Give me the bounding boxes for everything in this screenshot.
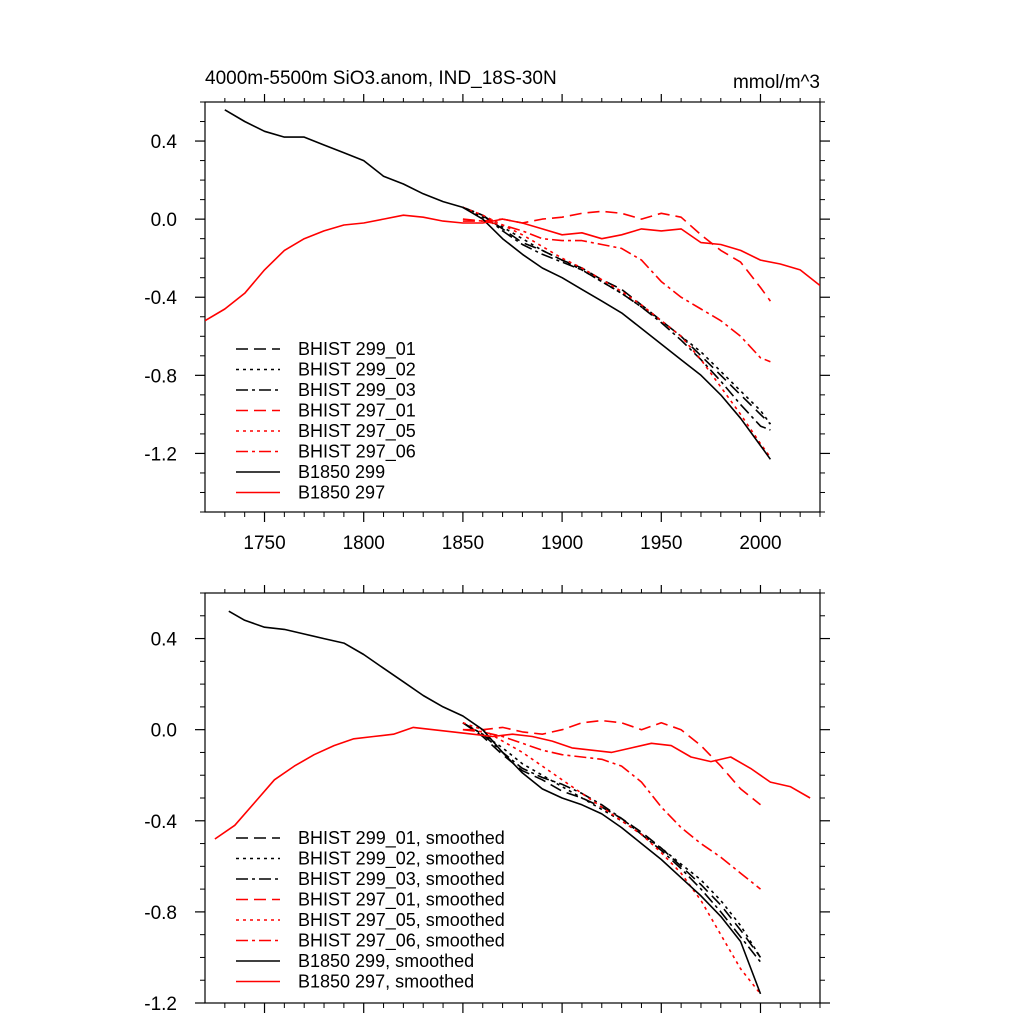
legend-label: B1850 299, smoothed <box>298 951 474 971</box>
legend-label: B1850 299 <box>298 462 385 482</box>
chart-title: 4000m-5500m SiO3.anom, IND_18S-30N <box>205 68 557 89</box>
series-line-1 <box>462 206 771 425</box>
y-tick-label: 0.0 <box>151 721 177 742</box>
legend-label: BHIST 297_06, smoothed <box>298 931 505 952</box>
series-line-3 <box>462 722 762 963</box>
series-line-8 <box>205 214 820 322</box>
legend-label: BHIST 297_06 <box>298 442 416 463</box>
series-line-7 <box>224 109 772 460</box>
y-tick-label: 0.0 <box>151 210 177 231</box>
legend-label: BHIST 297_05, smoothed <box>298 910 505 931</box>
legend-label: BHIST 299_01, smoothed <box>298 828 505 849</box>
series-line-5 <box>462 722 762 995</box>
legend-label: BHIST 297_01, smoothed <box>298 890 505 911</box>
y-tick-label: -0.8 <box>144 903 177 924</box>
x-tick-label: 2000 <box>739 533 781 554</box>
y-tick-label: -0.4 <box>144 812 177 833</box>
series-line-4 <box>462 719 761 806</box>
legend-label: BHIST 299_01 <box>298 339 416 360</box>
series-lines <box>214 610 811 995</box>
y-tick-label: -1.2 <box>144 444 177 465</box>
series-lines <box>205 109 820 460</box>
y-tick-label: -0.4 <box>144 288 177 309</box>
series-line-3 <box>462 206 771 431</box>
y-tick-label: -1.2 <box>144 994 177 1015</box>
x-tick-label: 1750 <box>243 533 285 554</box>
series-line-2 <box>462 206 772 425</box>
series-line-7 <box>228 610 762 995</box>
x-tick-label: 1850 <box>442 533 484 554</box>
x-tick-label: 1800 <box>343 533 385 554</box>
x-tick-label: 1950 <box>640 533 682 554</box>
x-tick-label: 1900 <box>541 533 583 554</box>
series-line-6 <box>462 218 771 363</box>
legend-label: BHIST 297_01 <box>298 401 416 422</box>
series-line-6 <box>462 728 761 890</box>
series-line-5 <box>462 206 772 458</box>
series-line-8 <box>214 726 811 840</box>
bottom-panel: 0.4 0.0 -0.4 -0.8 -1.2 BHIST 299_01, smoothed… <box>144 585 830 1015</box>
legend-label: BHIST 299_02, smoothed <box>298 849 505 870</box>
legend-label: BHIST 297_05 <box>298 421 416 442</box>
y-tick-label: -0.8 <box>144 366 177 387</box>
series-line-2 <box>462 722 762 958</box>
y-tick-label: 0.4 <box>151 132 178 153</box>
y-tick-label: 0.4 <box>151 630 178 651</box>
units-label: mmol/m^3 <box>733 72 820 93</box>
legend-label: B1850 297 <box>298 483 385 503</box>
legend-label: BHIST 299_02 <box>298 360 416 381</box>
legend-label: B1850 297, smoothed <box>298 972 474 992</box>
plot-frame <box>204 101 821 513</box>
series-line-4 <box>462 210 772 302</box>
legend-label: BHIST 299_03, smoothed <box>298 869 505 890</box>
top-panel: 1750 1800 1850 1900 1950 2000 0.4 0.0 -0.4 -0.8 -1… <box>144 94 830 554</box>
legend-label: BHIST 299_03 <box>298 380 416 401</box>
